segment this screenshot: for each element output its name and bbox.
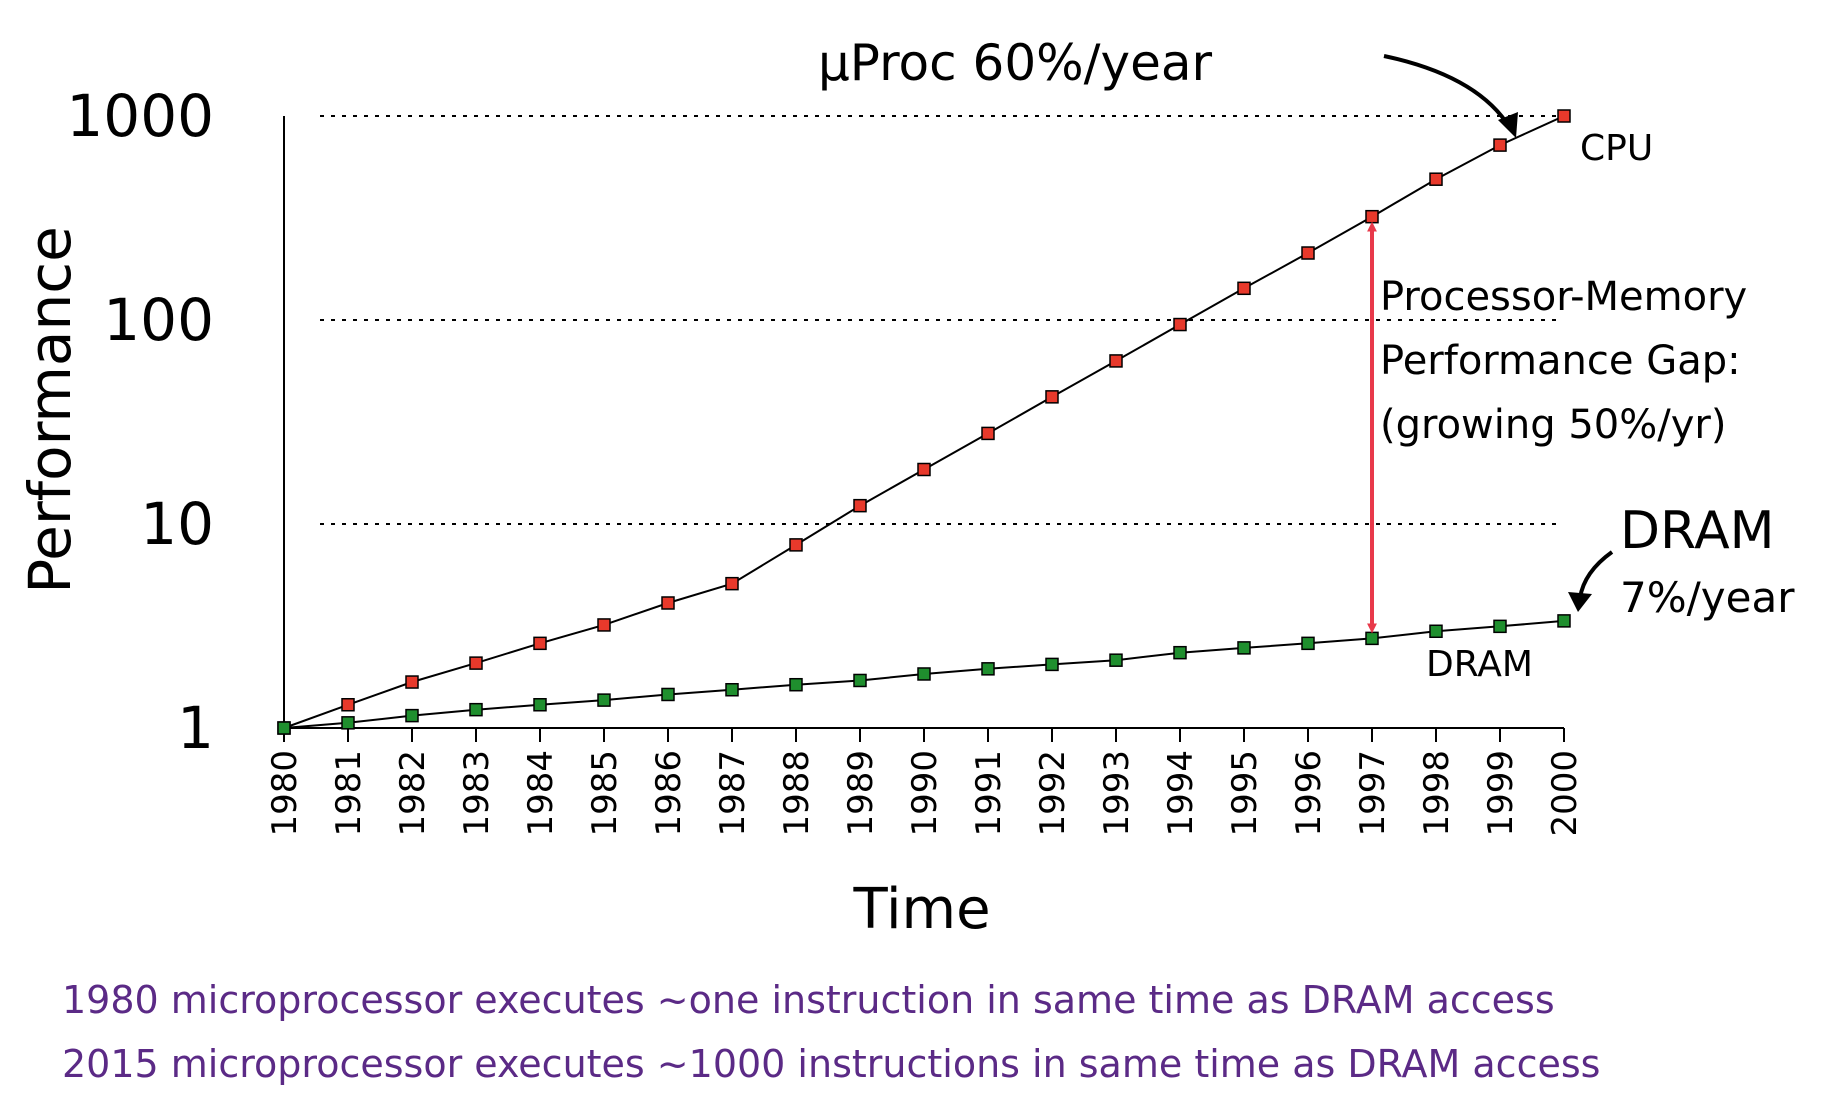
x-tick-label-1983: 1983 xyxy=(457,750,497,837)
point-cpu-1991 xyxy=(981,426,995,441)
x-tick-label-1996: 1996 xyxy=(1289,750,1329,837)
footnote-1980: 1980 microprocessor executes ~one instru… xyxy=(62,978,1555,1022)
point-dram-1986 xyxy=(661,687,675,702)
x-tick-label-1997: 1997 xyxy=(1353,750,1393,837)
y-tick-label-1: 1 xyxy=(177,694,214,762)
point-dram-1991 xyxy=(981,662,995,676)
x-tick-label-2000: 2000 xyxy=(1545,750,1585,837)
point-cpu-1981 xyxy=(341,698,355,712)
point-dram-1989 xyxy=(853,673,867,688)
x-tick-label-1992: 1992 xyxy=(1033,750,1073,837)
point-cpu-1997 xyxy=(1365,209,1379,224)
x-tick-label-1995: 1995 xyxy=(1225,750,1265,837)
x-tick-label-1994: 1994 xyxy=(1161,750,1201,837)
x-tick-label-1990: 1990 xyxy=(905,750,945,837)
point-cpu-1998 xyxy=(1429,172,1443,186)
point-cpu-1995 xyxy=(1237,281,1251,296)
x-tick-label-1987: 1987 xyxy=(713,750,753,837)
y-tick-label-100: 100 xyxy=(103,286,214,354)
point-dram-1981 xyxy=(341,716,355,730)
point-dram-1983 xyxy=(469,702,483,717)
y-axis-label: Performance xyxy=(16,226,84,594)
point-dram-1987 xyxy=(725,682,739,697)
point-cpu-1990 xyxy=(917,462,931,477)
cpu-rate-arrow xyxy=(1383,54,1512,130)
point-dram-1980 xyxy=(277,721,291,735)
x-tick-label-1991: 1991 xyxy=(969,750,1009,837)
x-tick-label-1988: 1988 xyxy=(777,750,817,837)
point-dram-1999 xyxy=(1493,619,1507,634)
point-dram-1982 xyxy=(405,708,419,723)
point-cpu-1994 xyxy=(1173,317,1187,332)
point-dram-1992 xyxy=(1045,657,1059,672)
x-tick-label-1989: 1989 xyxy=(841,750,881,837)
point-cpu-1983 xyxy=(469,656,483,670)
grid-lines xyxy=(320,115,1560,525)
x-tick-label-1998: 1998 xyxy=(1417,750,1457,837)
y-tick-labels: 1 10 100 1000 xyxy=(66,82,214,762)
gap-annotation-line2: Performance Gap: xyxy=(1380,338,1741,384)
x-tick-label-1985: 1985 xyxy=(585,750,625,837)
point-dram-1990 xyxy=(917,667,931,681)
point-cpu-1996 xyxy=(1301,246,1315,260)
point-dram-1984 xyxy=(533,698,547,712)
point-cpu-1986 xyxy=(661,596,675,610)
point-cpu-1993 xyxy=(1109,354,1123,368)
point-dram-1988 xyxy=(789,677,803,692)
series-points xyxy=(277,109,1571,735)
gap-annotation-line3: (growing 50%/yr) xyxy=(1380,402,1726,448)
x-tick-label-1980: 1980 xyxy=(265,750,305,837)
x-tick-label-1982: 1982 xyxy=(393,750,433,837)
point-dram-1985 xyxy=(597,693,611,707)
point-cpu-1984 xyxy=(533,636,547,651)
point-dram-1996 xyxy=(1301,636,1315,651)
point-cpu-1999 xyxy=(1493,138,1507,152)
y-tick-label-10: 10 xyxy=(140,490,214,558)
y-tick-label-1000: 1000 xyxy=(66,82,214,150)
cpu-rate-arrowhead xyxy=(1498,112,1518,138)
point-cpu-1988 xyxy=(789,538,803,552)
point-cpu-1992 xyxy=(1045,390,1059,404)
x-tick-label-1986: 1986 xyxy=(649,750,689,837)
cpu-rate-annotation: µProc 60%/year xyxy=(818,34,1212,92)
x-tick-label-1984: 1984 xyxy=(521,750,561,837)
x-tick-labels: 1980 1981 1982 1983 1984 1985 1986 1987 1988 1989… xyxy=(265,728,1585,837)
point-cpu-1982 xyxy=(405,675,419,689)
x-axis-label: Time xyxy=(852,877,990,942)
dram-big-annotation: DRAM xyxy=(1620,501,1775,561)
gap-annotation-line1: Processor-Memory xyxy=(1380,274,1747,320)
point-cpu-1989 xyxy=(853,498,867,513)
x-tick-label-1993: 1993 xyxy=(1097,750,1137,837)
point-dram-1998 xyxy=(1429,624,1443,639)
point-cpu-2000 xyxy=(1557,109,1571,123)
point-cpu-1985 xyxy=(597,618,611,632)
point-dram-2000 xyxy=(1557,614,1571,628)
x-tick-label-1981: 1981 xyxy=(329,750,369,837)
dram-rate-arrow xyxy=(1578,550,1614,599)
x-tick-label-1999: 1999 xyxy=(1481,750,1521,837)
point-dram-1995 xyxy=(1237,641,1251,655)
cpu-series-label: CPU xyxy=(1580,128,1653,169)
dram-rate-annotation: 7%/year xyxy=(1620,573,1795,622)
dram-series-label: DRAM xyxy=(1426,644,1533,685)
footnote-2015: 2015 microprocessor executes ~1000 instr… xyxy=(62,1042,1601,1086)
point-cpu-1987 xyxy=(725,576,739,591)
point-dram-1997 xyxy=(1365,631,1379,646)
point-dram-1994 xyxy=(1173,645,1187,660)
dram-rate-arrowhead xyxy=(1568,592,1592,612)
point-dram-1993 xyxy=(1109,653,1123,667)
